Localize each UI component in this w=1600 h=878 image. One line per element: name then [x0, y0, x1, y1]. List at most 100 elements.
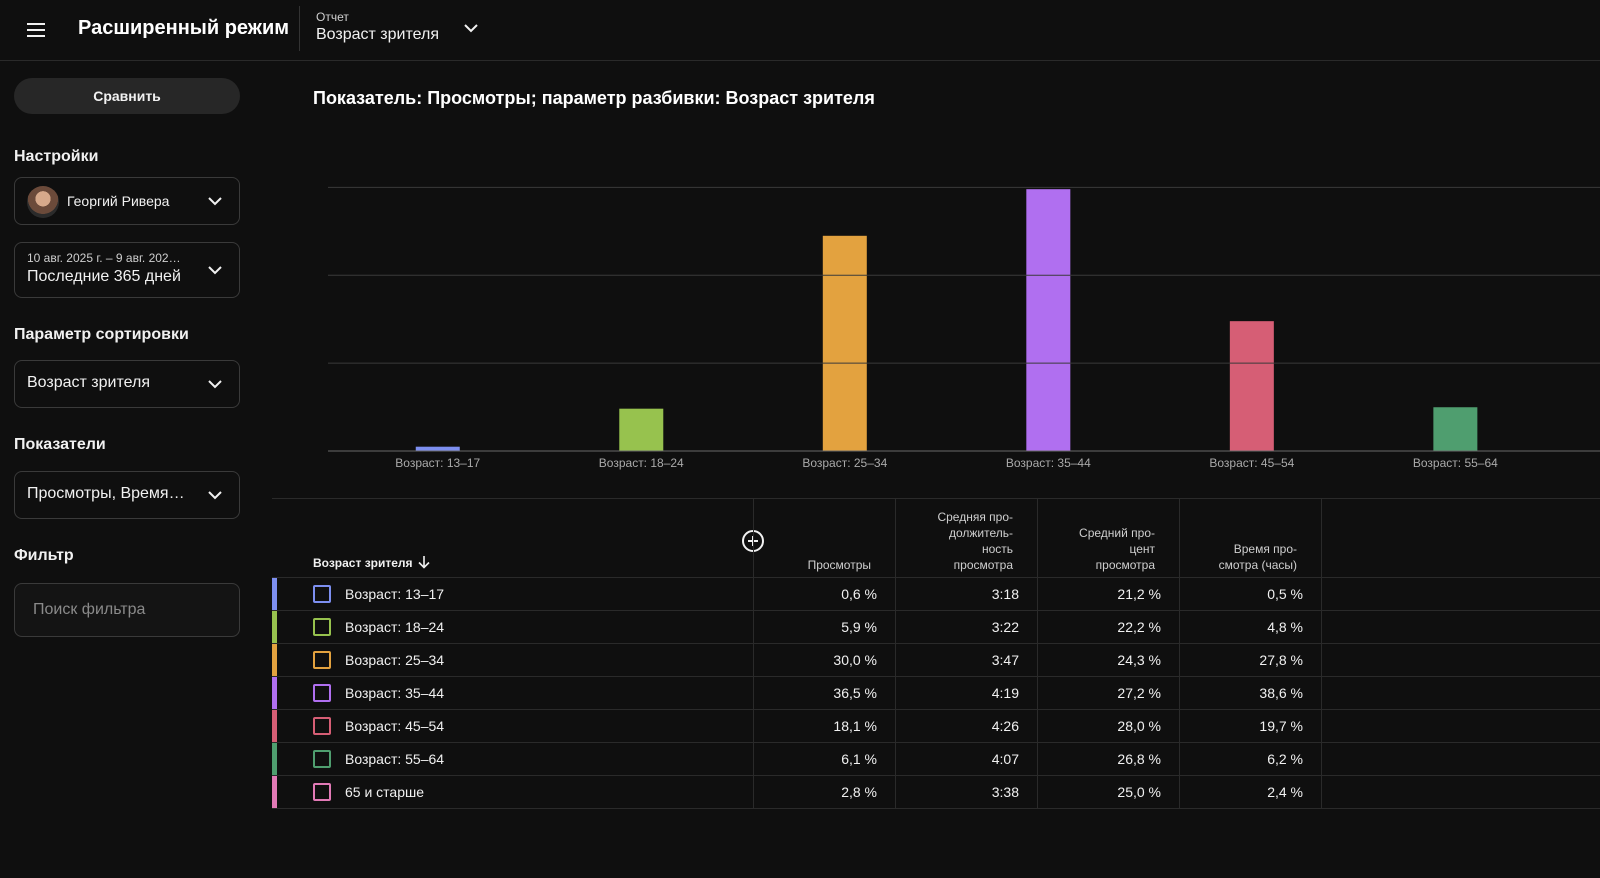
menu-icon[interactable]: [24, 18, 48, 42]
watch-time-cell: 19,7 %: [1259, 718, 1303, 734]
chart-bar[interactable]: [1433, 407, 1478, 451]
top-bar: Расширенный режим Отчет Возраст зрителя: [0, 0, 1600, 61]
series-checkbox[interactable]: [313, 651, 331, 669]
date-range: 10 авг. 2025 г. – 9 авг. 202…: [27, 251, 181, 265]
chart-title: Показатель: Просмотры; параметр разбивки…: [313, 88, 875, 108]
avg-percent-cell: 24,3 %: [1117, 652, 1161, 668]
series-color-bar: [272, 578, 277, 610]
chevron-down-icon: [208, 266, 222, 275]
watch-time-cell: 6,2 %: [1267, 751, 1303, 767]
views-cell: 6,1 %: [841, 751, 877, 767]
col-header-label: Просмотры: [807, 558, 871, 572]
x-tick-label: Возраст: 55–64: [1413, 456, 1498, 470]
chart-bar[interactable]: [1026, 189, 1071, 451]
chevron-down-icon: [208, 197, 222, 206]
avg-duration-cell: 3:47: [991, 652, 1019, 668]
series-checkbox[interactable]: [313, 585, 331, 603]
report-label: Отчет: [316, 10, 349, 24]
views-cell: 36,5 %: [833, 685, 877, 701]
row-label: Возраст: 18–24: [345, 619, 445, 635]
table-row[interactable]: 65 и старше 2,8 % 3:38 25,0 % 2,4 %: [272, 776, 1600, 809]
table-row[interactable]: Возраст: 25–34 30,0 % 3:47 24,3 % 27,8 %: [272, 644, 1600, 677]
chevron-down-icon: [208, 380, 222, 389]
avg-duration-cell: 4:26: [991, 718, 1019, 734]
series-color-bar: [272, 743, 277, 775]
x-tick-label: Возраст: 18–24: [599, 456, 684, 470]
metrics-title: Показатели: [14, 436, 106, 453]
series-color-bar: [272, 611, 277, 643]
series-checkbox[interactable]: [313, 783, 331, 801]
watch-time-cell: 4,8 %: [1267, 619, 1303, 635]
header-divider: [299, 6, 300, 51]
table-row[interactable]: Возраст: 45–54 18,1 % 4:26 28,0 % 19,7 %: [272, 710, 1600, 743]
column-divider: [753, 498, 754, 808]
chart-bar[interactable]: [1229, 321, 1274, 451]
watch-time-cell: 2,4 %: [1267, 784, 1303, 800]
views-cell: 30,0 %: [833, 652, 877, 668]
avg-percent-cell: 27,2 %: [1117, 685, 1161, 701]
series-color-bar: [272, 644, 277, 676]
table-row[interactable]: Возраст: 35–44 36,5 % 4:19 27,2 % 38,6 %: [272, 677, 1600, 710]
column-divider: [1321, 498, 1322, 808]
col-header-watch-time[interactable]: Время про- смотра (часы): [1179, 499, 1321, 579]
x-tick-label: Возраст: 13–17: [395, 456, 480, 470]
col-header-avg-duration[interactable]: Средняя про- должитель- ность просмотра: [895, 499, 1037, 579]
series-color-bar: [272, 677, 277, 709]
row-label: Возраст: 13–17: [345, 586, 445, 602]
arrow-down-icon[interactable]: [416, 554, 432, 570]
avg-duration-cell: 3:18: [991, 586, 1019, 602]
sort-title: Параметр сортировки: [14, 326, 189, 343]
column-divider: [1179, 498, 1180, 808]
chart-bar[interactable]: [415, 446, 460, 451]
table-row[interactable]: Возраст: 18–24 5,9 % 3:22 22,2 % 4,8 %: [272, 611, 1600, 644]
chart-bar[interactable]: [619, 408, 664, 451]
col-header-avg-percent[interactable]: Средний про- цент просмотра: [1037, 499, 1179, 579]
series-color-bar: [272, 710, 277, 742]
series-checkbox[interactable]: [313, 618, 331, 636]
avg-percent-cell: 26,8 %: [1117, 751, 1161, 767]
avg-duration-cell: 3:22: [991, 619, 1019, 635]
x-tick-label: Возраст: 35–44: [1006, 456, 1091, 470]
date-preset: Последние 365 дней: [27, 268, 181, 285]
avg-percent-cell: 21,2 %: [1117, 586, 1161, 602]
table-row[interactable]: Возраст: 13–17 0,6 % 3:18 21,2 % 0,5 %: [272, 578, 1600, 611]
sidebar: Сравнить Настройки Георгий Ривера 10 авг…: [0, 62, 254, 878]
dimension-header[interactable]: Возраст зрителя: [313, 556, 413, 570]
series-checkbox[interactable]: [313, 717, 331, 735]
avg-duration-cell: 4:07: [991, 751, 1019, 767]
watch-time-cell: 0,5 %: [1267, 586, 1303, 602]
channel-dropdown[interactable]: Георгий Ривера: [14, 177, 240, 225]
chevron-down-icon: [208, 491, 222, 500]
chevron-down-icon[interactable]: [461, 18, 481, 38]
series-checkbox[interactable]: [313, 750, 331, 768]
col-header-label: Средний про- цент просмотра: [1079, 526, 1155, 572]
watch-time-cell: 27,8 %: [1259, 652, 1303, 668]
table-header: Возраст зрителя Просмотры Средняя про- д…: [272, 498, 1600, 578]
table-row[interactable]: Возраст: 55–64 6,1 % 4:07 26,8 % 6,2 %: [272, 743, 1600, 776]
views-cell: 0,6 %: [841, 586, 877, 602]
avatar: [27, 186, 59, 218]
filter-search-input[interactable]: [14, 583, 240, 637]
row-label: Возраст: 45–54: [345, 718, 445, 734]
chart-bar[interactable]: [822, 235, 867, 451]
app-title: Расширенный режим: [78, 17, 290, 39]
col-header-label: Время про- смотра (часы): [1218, 542, 1297, 572]
date-range-dropdown[interactable]: 10 авг. 2025 г. – 9 авг. 202… Последние …: [14, 242, 240, 298]
views-cell: 5,9 %: [841, 619, 877, 635]
compare-button[interactable]: Сравнить: [14, 78, 240, 114]
x-tick-label: Возраст: 25–34: [802, 456, 887, 470]
avg-duration-cell: 3:38: [991, 784, 1019, 800]
avg-percent-cell: 28,0 %: [1117, 718, 1161, 734]
sort-dropdown[interactable]: Возраст зрителя: [14, 360, 240, 408]
sort-value: Возраст зрителя: [27, 374, 150, 391]
views-cell: 18,1 %: [833, 718, 877, 734]
series-checkbox[interactable]: [313, 684, 331, 702]
metrics-value: Просмотры, Время …: [27, 485, 187, 502]
report-selector[interactable]: Возраст зрителя: [316, 26, 439, 43]
settings-title: Настройки: [14, 148, 99, 165]
row-label: 65 и старше: [345, 784, 425, 800]
metrics-dropdown[interactable]: Просмотры, Время …: [14, 471, 240, 519]
column-divider: [1037, 498, 1038, 808]
col-header-views[interactable]: Просмотры: [753, 499, 895, 579]
channel-name: Георгий Ривера: [67, 193, 170, 209]
